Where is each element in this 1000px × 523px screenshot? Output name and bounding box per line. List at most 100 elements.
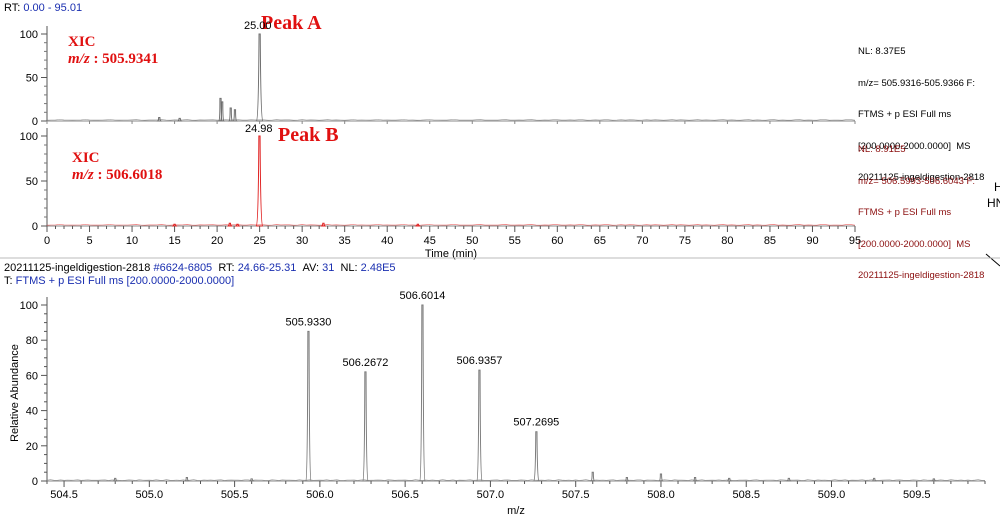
rt-range-value: 0.00 - 95.01	[23, 2, 83, 14]
chromatogram-peak	[255, 135, 264, 227]
spectrum-av-label: AV:	[302, 262, 320, 274]
trace-b-info-line: [200.0000-2000.0000] MS	[858, 238, 971, 250]
x-tick-label: 65	[594, 235, 606, 247]
x-tick-label: 509.5	[903, 489, 931, 501]
trace-b-info-line: 20211125-ingeldigestion-2818	[858, 270, 985, 281]
trace-a-info-line: m/z= 505.9316-505.9366 F:	[858, 77, 975, 89]
spectrum-scans: #6624-6805	[153, 262, 213, 274]
peak-label: 507.2695	[513, 417, 559, 429]
chromatogram-peak	[227, 107, 234, 122]
spectrum-panel	[0, 257, 1000, 487]
x-tick-label: 10	[126, 235, 138, 247]
peak-b-annotation: Peak B	[278, 124, 339, 146]
x-tick-label: 508.0	[647, 489, 675, 501]
x-axis-title: Time (min)	[425, 248, 477, 260]
spectrum-header-line2: T: FTMS + p ESI Full ms [200.0000-2000.0…	[4, 275, 234, 287]
x-tick-label: 506.0	[306, 489, 334, 501]
spectrum-minor-peak	[786, 477, 792, 482]
spectrum-rt-label: RT:	[218, 262, 235, 274]
mz-italic-a: m/z	[68, 51, 90, 67]
x-tick-label: 5	[86, 235, 92, 247]
x-tick-label: 40	[381, 235, 393, 247]
x-tick-label: 505.0	[136, 489, 164, 501]
x-tick-label: 0	[44, 235, 50, 247]
spectrum-minor-peak	[624, 476, 630, 482]
trace-a-info: NL: 8.37E5 m/z= 505.9316-505.9366 F: FTM…	[858, 26, 984, 205]
y-axis-title: Relative Abundance	[9, 344, 21, 442]
y-tick-label: 20	[26, 441, 38, 453]
x-tick-label: 507.5	[562, 489, 590, 501]
chromatogram-peak	[219, 101, 226, 122]
trace-a-info-line: [200.0000-2000.0000] MS	[858, 140, 971, 152]
y-tick-label: 60	[26, 370, 38, 382]
x-tick-label: 508.5	[732, 489, 760, 501]
x-tick-label: 85	[764, 235, 776, 247]
x-tick-label: 95	[849, 235, 861, 247]
y-tick-label: 0	[32, 116, 38, 128]
chromatogram-peak	[232, 109, 238, 122]
mz-value-b: : 506.6018	[93, 167, 163, 183]
trace-noise-peak-a	[46, 119, 856, 121]
xic-panel-peak-a	[41, 26, 856, 124]
spectrum-peak	[475, 369, 484, 482]
trace-noise-peak-b	[46, 224, 856, 226]
y-tick-label: 100	[20, 131, 38, 143]
spectrum-nl-value: 2.48E5	[360, 262, 396, 274]
peak-label: 505.9330	[286, 316, 332, 328]
spectrum-minor-peak	[871, 477, 877, 482]
peak-label: 506.2672	[342, 357, 388, 369]
x-tick-label: 50	[466, 235, 478, 247]
x-tick-label: 70	[636, 235, 648, 247]
chromatogram-peak	[176, 117, 183, 122]
spectrum-noise	[46, 479, 985, 481]
mz-value-a: : 505.9341	[89, 51, 159, 67]
spectrum-minor-peak	[658, 473, 664, 482]
spectrum-peak	[418, 304, 427, 482]
spectrum-minor-peak	[726, 477, 733, 482]
xic-label-b: XIC	[72, 150, 100, 166]
chromatogram-peak	[171, 223, 178, 227]
y-tick-label: 80	[26, 335, 38, 347]
x-tick-label: 60	[551, 235, 563, 247]
spectrum-minor-peak	[248, 478, 255, 482]
trace-a-info-line: FTMS + p ESI Full ms	[858, 109, 952, 120]
spectrum-nl-label: NL:	[340, 262, 358, 274]
y-tick-label: 40	[26, 406, 38, 418]
y-tick-label: 0	[32, 221, 38, 233]
spectrum-minor-peak	[112, 477, 119, 482]
x-tick-label: 75	[679, 235, 691, 247]
x-tick-label: 20	[211, 235, 223, 247]
structure-fragment-h: H	[994, 180, 1000, 194]
spectrum-minor-peak	[692, 476, 698, 482]
y-tick-label: 50	[26, 176, 38, 188]
peak-b-apex-label: 24.98	[245, 123, 273, 135]
x-tick-label: 35	[339, 235, 351, 247]
spectrum-file: 20211125-ingeldigestion-2818	[4, 262, 151, 274]
x-tick-label: 90	[806, 235, 818, 247]
chromatogram-peak	[227, 222, 233, 227]
xic-label-a: XIC	[68, 34, 96, 50]
trace-a-info-line: NL: 8.37E5	[858, 46, 906, 57]
peak-a-annotation: Peak A	[261, 12, 322, 34]
spectrum-peak	[531, 431, 541, 482]
rt-range-header: RT: 0.00 - 95.01	[4, 2, 82, 14]
x-tick-label: 45	[424, 235, 436, 247]
spectrum-peak	[304, 330, 313, 482]
x-tick-label: 55	[509, 235, 521, 247]
spectrum-filter-prefix: T:	[4, 275, 16, 287]
x-tick-label: 506.5	[391, 489, 419, 501]
mz-label-b: m/z : 506.6018	[72, 167, 162, 184]
spectrum-header-line1: 20211125-ingeldigestion-2818 #6624-6805 …	[4, 262, 396, 274]
x-tick-label: 30	[296, 235, 308, 247]
chromatogram-peak	[234, 223, 241, 227]
x-tick-label: 509.0	[818, 489, 846, 501]
y-tick-label: 100	[20, 300, 38, 312]
trace-b-info-line: FTMS + p ESI Full ms	[858, 207, 952, 218]
trace-b-info: NL: 8.91E5 m/z= 506.5993-506.6043 F: FTM…	[858, 124, 984, 303]
xic-panel-peak-b	[41, 128, 856, 232]
trace-b-info-line: NL: 8.91E5	[858, 144, 906, 155]
x-tick-label: 507.0	[477, 489, 505, 501]
spectrum-minor-peak	[589, 471, 596, 482]
